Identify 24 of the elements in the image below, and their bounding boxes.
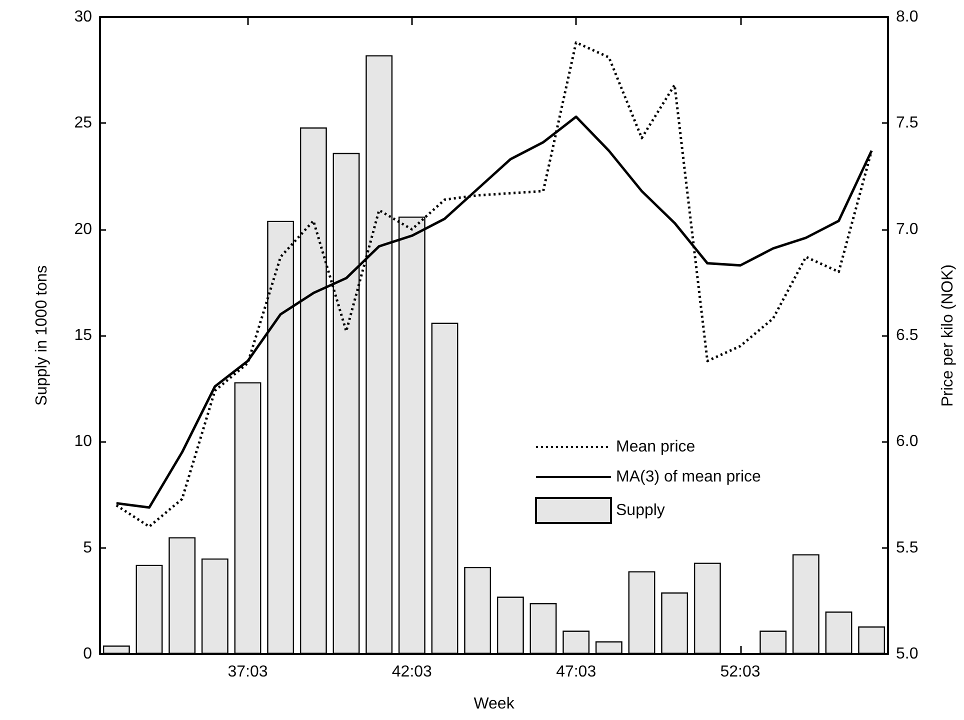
legend-label: Mean price	[616, 438, 696, 456]
x-tick-label: 42:03	[392, 664, 432, 680]
y-tick-label: 25	[74, 114, 92, 132]
y-tick-label: 15	[74, 327, 92, 344]
legend-label: MA(3) of mean price	[616, 468, 762, 486]
y2-axis-title: Price per kilo (NOK)	[940, 264, 956, 407]
y-tick-label: 30	[74, 8, 92, 26]
y-tick-label: 5	[83, 539, 92, 556]
x-tick-label: 52:03	[720, 664, 760, 680]
x-tick-label: 47:03	[556, 664, 596, 680]
y2-tick-label: 6.0	[896, 433, 918, 450]
y2-tick-label: 5.5	[896, 539, 918, 556]
y2-tick-label: 8.0	[896, 8, 918, 26]
y2-tick-label: 7.0	[896, 220, 918, 238]
y-tick-label: 10	[74, 433, 92, 450]
legend-label: Supply	[616, 502, 665, 519]
x-axis-title: Week	[474, 696, 516, 712]
x-tick-label: 37:03	[228, 664, 268, 680]
y2-tick-label: 5.0	[896, 646, 918, 662]
y2-tick-label: 6.5	[896, 327, 918, 344]
y2-tick-label: 7.5	[896, 114, 918, 132]
y-axis-title: Supply in 1000 tons	[34, 265, 50, 406]
y-tick-label: 0	[83, 646, 92, 662]
y-tick-label: 20	[74, 220, 92, 238]
